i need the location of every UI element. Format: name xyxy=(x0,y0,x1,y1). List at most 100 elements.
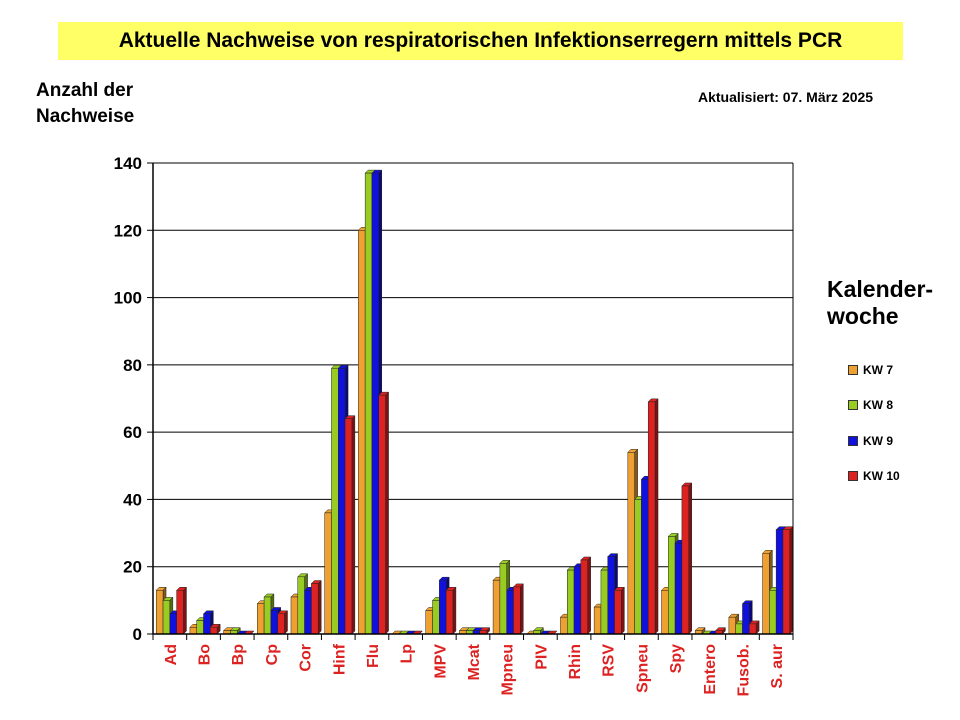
legend-title: Kalender- woche xyxy=(827,276,933,330)
bar-s-aur-kw8 xyxy=(769,590,777,635)
x-category-label: Hinf xyxy=(331,643,348,675)
y-tick-label: 60 xyxy=(123,423,142,442)
legend-swatch-kw8 xyxy=(848,400,858,411)
x-category-label: S. aur xyxy=(769,644,786,688)
legend-label-kw7: KW 7 xyxy=(863,362,893,377)
x-category-label: Mpneu xyxy=(500,644,517,696)
bar-bp-kw10-side xyxy=(250,630,254,635)
bar-bo-kw9 xyxy=(203,613,211,635)
bar-ad-kw9 xyxy=(169,613,177,635)
bar-fusob-kw10 xyxy=(749,623,757,635)
bar-cp-kw9 xyxy=(270,610,278,635)
bar-cp-kw7 xyxy=(257,603,265,635)
legend-swatch-kw10 xyxy=(848,471,858,482)
bar-rhin-kw7 xyxy=(560,616,568,635)
bar-rhin-kw10 xyxy=(580,559,588,635)
bar-flu-kw8 xyxy=(364,172,373,635)
y-tick-label: 120 xyxy=(114,221,142,240)
bar-flu-kw7 xyxy=(358,230,366,635)
legend-title-line-2: woche xyxy=(827,303,899,329)
bar-hinf-kw10 xyxy=(344,418,353,635)
bar-rhin-kw9 xyxy=(573,566,582,635)
bar-hinf-kw10-side xyxy=(351,415,356,635)
legend-title-line-1: Kalender- xyxy=(827,276,934,302)
bar-mpv-kw7 xyxy=(425,610,433,635)
bar-spneu-kw10-side xyxy=(654,398,659,635)
bar-cor-kw7 xyxy=(290,596,299,635)
legend: KW 7 KW 8 KW 9 KW 10 xyxy=(848,352,900,494)
bar-flu-kw9 xyxy=(371,172,379,635)
bar-spy-kw7 xyxy=(661,590,669,635)
bar-mpneu-kw8 xyxy=(499,563,507,635)
bar-s-aur-kw10-side xyxy=(789,526,794,635)
updated-date: Aktualisiert: 07. März 2025 xyxy=(698,89,874,105)
bar-flu-kw10-side xyxy=(385,391,389,635)
x-category-label: RSV xyxy=(601,644,618,677)
bar-fusob-kw7 xyxy=(728,616,736,635)
bar-rsv-kw10-side xyxy=(621,586,625,635)
x-category-label: Ad xyxy=(163,644,180,665)
x-category-label: Bo xyxy=(197,644,214,666)
bar-hinf-kw8 xyxy=(331,367,339,635)
legend-item-kw8: KW 8 xyxy=(848,388,900,424)
bar-mpv-kw10-side xyxy=(452,586,457,635)
bar-fusob-kw9 xyxy=(742,603,750,635)
x-category-label: Mcat xyxy=(466,643,483,680)
bar-bo-kw7 xyxy=(189,627,197,635)
x-category-label: Flu xyxy=(365,644,382,668)
bar-spy-kw9 xyxy=(674,542,683,635)
y-tick-label: 40 xyxy=(123,490,142,509)
bar-ad-kw8 xyxy=(162,600,171,635)
bar-rhin-kw10-side xyxy=(587,556,591,635)
bar-hinf-kw7 xyxy=(324,512,332,635)
bar-spy-kw8 xyxy=(668,536,676,635)
bar-spneu-kw8 xyxy=(634,499,642,635)
bar-lp-kw10-side xyxy=(419,630,423,635)
y-tick-label: 100 xyxy=(114,289,142,308)
legend-item-kw7: KW 7 xyxy=(848,352,900,388)
bar-flu-kw10 xyxy=(378,394,386,635)
bar-cp-kw10 xyxy=(277,613,285,635)
x-category-label: Rhin xyxy=(567,644,584,680)
bar-s-aur-kw9 xyxy=(775,529,784,635)
bar-ad-kw10 xyxy=(176,590,184,635)
bar-spy-kw10-side xyxy=(688,482,692,635)
bar-spneu-kw10 xyxy=(647,401,656,635)
x-category-label: Spy xyxy=(668,644,685,673)
x-category-label: MPV xyxy=(432,644,449,679)
bar-mpneu-kw10 xyxy=(513,586,521,635)
legend-item-kw10: KW 10 xyxy=(848,459,900,495)
y-axis-label-line-1: Anzahl der xyxy=(36,80,134,101)
bar-ad-kw7 xyxy=(155,590,164,635)
bar-bo-kw8 xyxy=(196,620,204,635)
bar-cp-kw8 xyxy=(263,596,272,635)
x-category-label: PIV xyxy=(533,644,550,670)
x-category-label: Fusob. xyxy=(735,644,752,696)
x-category-label: Cp xyxy=(264,644,281,666)
x-category-label: Entero xyxy=(702,644,719,695)
bar-s-aur-kw10 xyxy=(782,529,791,635)
legend-swatch-kw9 xyxy=(848,435,858,446)
x-category-label: Bp xyxy=(230,644,247,666)
plot-area xyxy=(153,163,793,634)
bar-rsv-kw10 xyxy=(614,590,622,635)
bar-cor-kw10-side xyxy=(317,579,322,635)
bar-mpv-kw8 xyxy=(432,600,440,635)
bar-bo-kw10 xyxy=(210,627,218,635)
chart-title: Aktuelle Nachweise von respiratorischen … xyxy=(118,29,843,52)
bar-rsv-kw9 xyxy=(607,556,615,635)
x-category-label: Lp xyxy=(399,644,416,664)
bar-spneu-kw7 xyxy=(627,452,635,635)
legend-label-kw9: KW 9 xyxy=(863,433,893,448)
bar-rsv-kw7 xyxy=(593,606,602,635)
y-axis-label-line-2: Nachweise xyxy=(36,106,135,127)
y-axis-label: Anzahl der Nachweise xyxy=(36,78,134,130)
bar-rsv-kw8 xyxy=(600,569,608,635)
bar-mpneu-kw7 xyxy=(492,579,501,635)
y-tick-label: 0 xyxy=(133,625,142,644)
legend-item-kw9: KW 9 xyxy=(848,423,900,459)
chart-title-banner: Aktuelle Nachweise von respiratorischen … xyxy=(58,22,903,60)
bar-mpneu-kw9 xyxy=(506,590,514,635)
x-category-label: Spneu xyxy=(634,644,651,693)
y-tick-label: 20 xyxy=(123,558,142,577)
